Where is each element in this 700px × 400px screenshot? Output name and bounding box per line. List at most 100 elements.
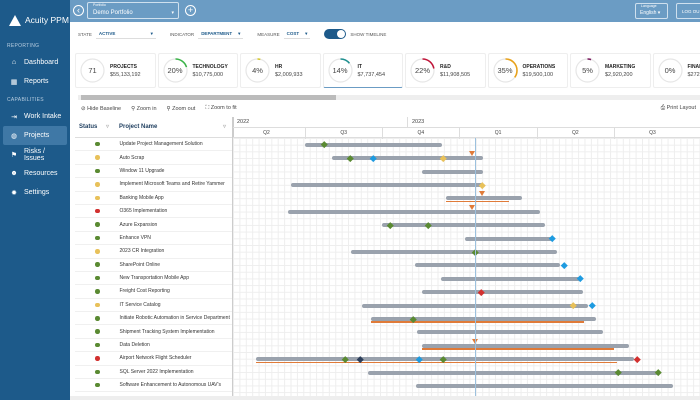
kpi-scrollbar[interactable]: [78, 95, 700, 100]
splitter[interactable]: [232, 117, 234, 400]
table-row[interactable]: Data Deletion: [75, 339, 232, 353]
language-label: Language: [641, 4, 657, 8]
project-name[interactable]: Window 11 Upgrade: [119, 167, 165, 174]
zoom-in-button[interactable]: ⚲ Zoom in: [131, 106, 156, 112]
project-name[interactable]: Initiate Robotic Automation in Service D…: [119, 315, 230, 322]
table-row[interactable]: Shipment Tracking System Implementation: [75, 325, 232, 339]
kpi-card[interactable]: 20% TECHNOLOGY $10,775,000: [157, 53, 238, 88]
project-name[interactable]: Shipment Tracking System Implementation: [119, 328, 215, 335]
sidebar-item-resources[interactable]: ☻ Resources: [3, 164, 67, 183]
gantt-bar[interactable]: [445, 196, 522, 201]
horizontal-scrollbar[interactable]: [70, 396, 700, 400]
kpi-center: 35%: [497, 66, 513, 75]
language-select[interactable]: Language English ▾: [635, 3, 668, 19]
gantt-bar[interactable]: [416, 383, 674, 388]
kpi-card[interactable]: 4% HR $2,009,933: [240, 53, 321, 88]
kpi-center: 71: [88, 66, 97, 75]
measure-select[interactable]: COST ▾: [283, 30, 311, 39]
project-name[interactable]: IT Service Catalog: [119, 301, 161, 308]
filter-icon[interactable]: ▿: [106, 124, 110, 130]
kpi-card[interactable]: 22% R&D $11,908,505: [405, 53, 486, 88]
gantt-bar[interactable]: [351, 249, 557, 254]
scroll-thumb[interactable]: [81, 95, 336, 100]
project-name[interactable]: New Transportation Mobile App: [119, 275, 189, 282]
status-dot: [95, 208, 100, 214]
gantt-bar[interactable]: [464, 236, 552, 241]
timeline-toggle[interactable]: [324, 29, 347, 39]
gantt-bar[interactable]: [290, 182, 484, 187]
table-row[interactable]: New Transportation Mobile App: [75, 272, 232, 286]
app-logo[interactable]: Acuity PPM: [0, 0, 70, 40]
table-row[interactable]: Azure Expansion: [75, 218, 232, 232]
gantt-bar[interactable]: [414, 263, 561, 268]
table-row[interactable]: IT Service Catalog: [75, 299, 232, 313]
project-name[interactable]: Update Project Management Solution: [119, 141, 203, 148]
add-portfolio-icon[interactable]: +: [185, 5, 196, 16]
logout-button[interactable]: LOG OU: [676, 3, 700, 19]
gantt-bar[interactable]: [367, 370, 659, 375]
project-name[interactable]: Data Deletion: [119, 342, 150, 349]
sidebar-item-work-intake[interactable]: ⇥ Work Intake: [3, 107, 67, 126]
gantt-bar[interactable]: [422, 290, 583, 295]
gantt-bar[interactable]: [417, 330, 603, 335]
kpi-card[interactable]: 5% MARKETING $2,920,200: [570, 53, 651, 88]
table-row[interactable]: Enhance VPN: [75, 232, 232, 246]
column-status[interactable]: Status: [79, 124, 98, 130]
project-name[interactable]: O365 Implementation: [119, 208, 168, 215]
gantt-bar[interactable]: [422, 343, 629, 348]
project-name[interactable]: Enhance VPN: [119, 234, 151, 241]
sidebar-item-dashboard[interactable]: ⌂ Dashboard: [3, 53, 67, 72]
sidebar-item-risks-issues[interactable]: ⚑ Risks / Issues: [3, 145, 67, 164]
project-name[interactable]: Azure Expansion: [119, 221, 158, 228]
indicator-select[interactable]: DEPARTMENT ▾: [198, 30, 244, 39]
gantt-bar[interactable]: [331, 156, 484, 161]
project-name[interactable]: SharePoint Online: [119, 261, 161, 268]
table-row[interactable]: O365 Implementation: [75, 205, 232, 219]
zoom-fit-label: Zoom to fit: [210, 105, 237, 111]
gantt-bar[interactable]: [441, 276, 581, 281]
gantt-bar[interactable]: [305, 142, 443, 147]
kpi-card[interactable]: 14% IT $7,737,454: [322, 53, 403, 88]
back-icon[interactable]: ‹: [73, 5, 84, 16]
table-row[interactable]: Freight Cost Reporting: [75, 285, 232, 299]
project-name[interactable]: Banking Mobile App: [119, 194, 164, 201]
hide-baseline-button[interactable]: ⊘ Hide Baseline: [81, 106, 121, 112]
project-name[interactable]: 2023 CR Integration: [119, 248, 165, 255]
table-row[interactable]: Airport Network Flight Scheduler: [75, 352, 232, 366]
table-row[interactable]: SharePoint Online: [75, 259, 232, 272]
sidebar-item-projects[interactable]: ◍ Projects: [3, 126, 67, 145]
table-row[interactable]: Banking Mobile App: [75, 192, 232, 205]
gantt-bar[interactable]: [381, 223, 546, 228]
portfolio-select[interactable]: Portfolio Demo Portfolio ▾: [87, 2, 179, 19]
table-row[interactable]: SQL Server 2022 Implementation: [75, 366, 232, 380]
kpi-card[interactable]: 0% FINANCE$272,0: [652, 53, 700, 88]
table-row[interactable]: Implement Microsoft Teams and Retire Yam…: [75, 178, 232, 192]
sidebar-item-settings[interactable]: ✹ Settings: [3, 183, 67, 202]
column-project-name[interactable]: Project Name: [119, 124, 158, 130]
project-name[interactable]: Airport Network Flight Scheduler: [119, 355, 192, 362]
kpi-ring: 4%: [244, 57, 271, 84]
kpi-card[interactable]: 35% OPERATIONS $19,500,100: [487, 53, 568, 88]
project-name[interactable]: Implement Microsoft Teams and Retire Yam…: [119, 181, 225, 188]
gantt-bar[interactable]: [371, 316, 597, 321]
table-row[interactable]: Auto Scrap: [75, 151, 232, 165]
filter-icon[interactable]: ▿: [223, 124, 227, 130]
kpi-card[interactable]: 71 PROJECTS $55,133,192: [75, 53, 156, 88]
table-row[interactable]: 2023 CR Integration: [75, 245, 232, 259]
table-row[interactable]: Software Enhancement to Autonomous UAV's: [75, 379, 232, 393]
project-name[interactable]: Freight Cost Reporting: [119, 288, 170, 295]
project-name[interactable]: SQL Server 2022 Implementation: [119, 368, 194, 375]
table-row[interactable]: Update Project Management Solution: [75, 138, 232, 152]
table-row[interactable]: Initiate Robotic Automation in Service D…: [75, 312, 232, 326]
zoom-out-button[interactable]: ⚲ Zoom out: [167, 106, 196, 112]
project-name[interactable]: Auto Scrap: [119, 154, 145, 161]
project-name[interactable]: Software Enhancement to Autonomous UAV's: [119, 382, 221, 389]
print-layout-button[interactable]: ⎙ Print Layout: [661, 105, 696, 112]
zoom-fit-button[interactable]: ⛶ Zoom to fit: [205, 105, 236, 112]
gantt-bar[interactable]: [422, 169, 484, 174]
gantt-bar[interactable]: [288, 209, 541, 214]
table-row[interactable]: Window 11 Upgrade: [75, 165, 232, 179]
state-select[interactable]: ACTIVE ▾: [95, 30, 156, 39]
sidebar-item-reports[interactable]: ▦ Reports: [3, 72, 67, 91]
gear-icon: ✹: [11, 189, 17, 197]
